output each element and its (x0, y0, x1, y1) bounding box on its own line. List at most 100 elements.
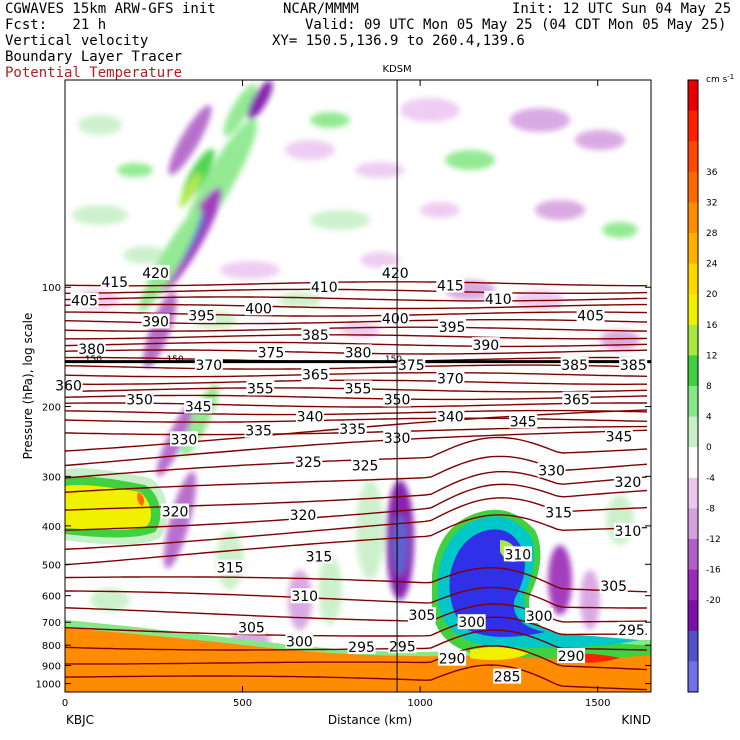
colorbar-swatch (688, 600, 698, 632)
theta-label: 365 (302, 367, 329, 383)
theta-label-bg (544, 504, 573, 520)
theta-label: 340 (297, 410, 324, 426)
x-axis-title: Distance (km) (328, 713, 412, 727)
theta-label: 295 (348, 640, 375, 656)
theta-label-bg (613, 522, 642, 538)
theta-label-bg (288, 506, 317, 522)
theta-contour (65, 372, 648, 378)
tropopause-150-mark: 150 (167, 355, 184, 365)
theta-label-bg (338, 421, 367, 437)
theta-label: 320 (162, 505, 189, 521)
kdsm-marker-label: KDSM (382, 64, 411, 75)
theta-label-bg (216, 559, 245, 575)
theta-label-bg (290, 588, 319, 604)
y-axis-title: Pressure (hPa), log scale (21, 313, 35, 460)
theta-label: 295 (618, 623, 645, 639)
theta-label: 325 (352, 459, 379, 475)
theta-label-bg (77, 340, 106, 356)
potential-temperature-labels: 420 420 415 415 410 410 405 405 400 400 395 395 390 3… (54, 264, 648, 686)
theta-label: 370 (195, 358, 222, 374)
colorbar-tick-label: -12 (706, 535, 721, 545)
theta-label-bg (457, 614, 486, 630)
plot-frame (64, 79, 652, 693)
cross-section-endpoints: XY= 150.5,136.9 to 260.4,139.6 (272, 33, 525, 49)
y-tick-label: 900 (42, 661, 61, 672)
theta-label-bg (100, 274, 129, 290)
theta-label: 385 (302, 328, 329, 344)
theta-label-bg (256, 344, 285, 360)
y-axis-ticks: 100 200 300 400 500 600 700 800 900 1000 (36, 283, 651, 691)
theta-label-bg (246, 380, 275, 396)
theta-label: 300 (286, 634, 313, 650)
theta-label: 345 (606, 430, 633, 446)
theta-label: 410 (485, 292, 512, 308)
theta-label: 415 (101, 275, 128, 291)
theta-label-bg (436, 370, 465, 386)
theta-label-bg (301, 327, 330, 343)
theta-contour (65, 514, 648, 566)
theta-label: 380 (345, 345, 372, 361)
y-tick-label: 1000 (36, 680, 61, 691)
theta-label-bg (436, 277, 465, 293)
theta-contour (65, 409, 648, 416)
colorbar-tick-label: 20 (706, 290, 718, 300)
colorbar-swatch (688, 110, 698, 142)
colorbar-swatch (688, 447, 698, 479)
theta-label: 330 (171, 432, 198, 448)
theta-label: 400 (382, 312, 409, 328)
theta-label: 310 (291, 589, 318, 605)
colorbar-tick-label: 16 (706, 321, 718, 331)
theta-label: 375 (398, 358, 425, 374)
theta-label-bg (125, 391, 154, 407)
colorbar-tick-label: -16 (706, 566, 721, 576)
theta-label: 315 (545, 505, 572, 521)
x-tick-label: 1500 (585, 698, 610, 709)
theta-label-bg (296, 408, 325, 424)
theta-label-bg (141, 264, 170, 280)
colorbar-swatch (688, 171, 698, 203)
colorbar-frame (687, 79, 699, 693)
theta-label-bg (605, 428, 634, 444)
theta-label: 385 (561, 358, 588, 374)
theta-contour (65, 664, 648, 691)
theta-contour (65, 303, 647, 310)
theta-label-bg (141, 313, 170, 329)
theta-contour (65, 616, 647, 637)
x-start-station: KBJC (66, 713, 94, 727)
theta-label: 420 (382, 266, 409, 282)
colorbar-swatch (688, 80, 698, 112)
theta-label-bg (381, 310, 410, 326)
colorbar-swatch (688, 324, 698, 356)
theta-label: 365 (563, 393, 590, 409)
theta-label-bg (347, 638, 376, 654)
colorbar-tick-label: 8 (706, 382, 712, 392)
theta-label-bg (503, 546, 532, 562)
theta-label: 315 (306, 550, 333, 566)
colorbar-tick-label: 32 (706, 198, 717, 208)
theta-label: 385 (620, 358, 647, 374)
theta-label: 310 (615, 524, 642, 540)
tropopause-150-mark: 150 (85, 355, 102, 365)
theta-label: 290 (439, 652, 466, 668)
theta-label-bg (471, 337, 500, 353)
theta-label: 375 (258, 345, 285, 361)
theta-label: 360 (55, 379, 82, 395)
colorbar-tick-label: 24 (706, 260, 718, 270)
theta-label-bg (576, 307, 605, 323)
theta-label: 355 (345, 381, 372, 397)
colorbar-swatch (688, 630, 698, 662)
theta-label-bg (294, 454, 323, 470)
theta-label: 305 (409, 608, 436, 624)
y-tick-label: 400 (42, 522, 61, 533)
theta-label-bg (613, 473, 642, 489)
theta-label: 405 (577, 309, 604, 325)
theta-label: 370 (437, 372, 464, 388)
theta-label-bg (304, 548, 333, 564)
theta-label: 390 (142, 314, 169, 330)
theta-label-bg (351, 457, 380, 473)
organization: NCAR/MMMM (283, 1, 359, 17)
init-time: Init: 12 UTC Sun 04 May 25 (512, 1, 732, 17)
theta-label-bg (344, 344, 372, 360)
theta-contour (65, 645, 648, 671)
y-tick-label: 200 (42, 403, 61, 414)
